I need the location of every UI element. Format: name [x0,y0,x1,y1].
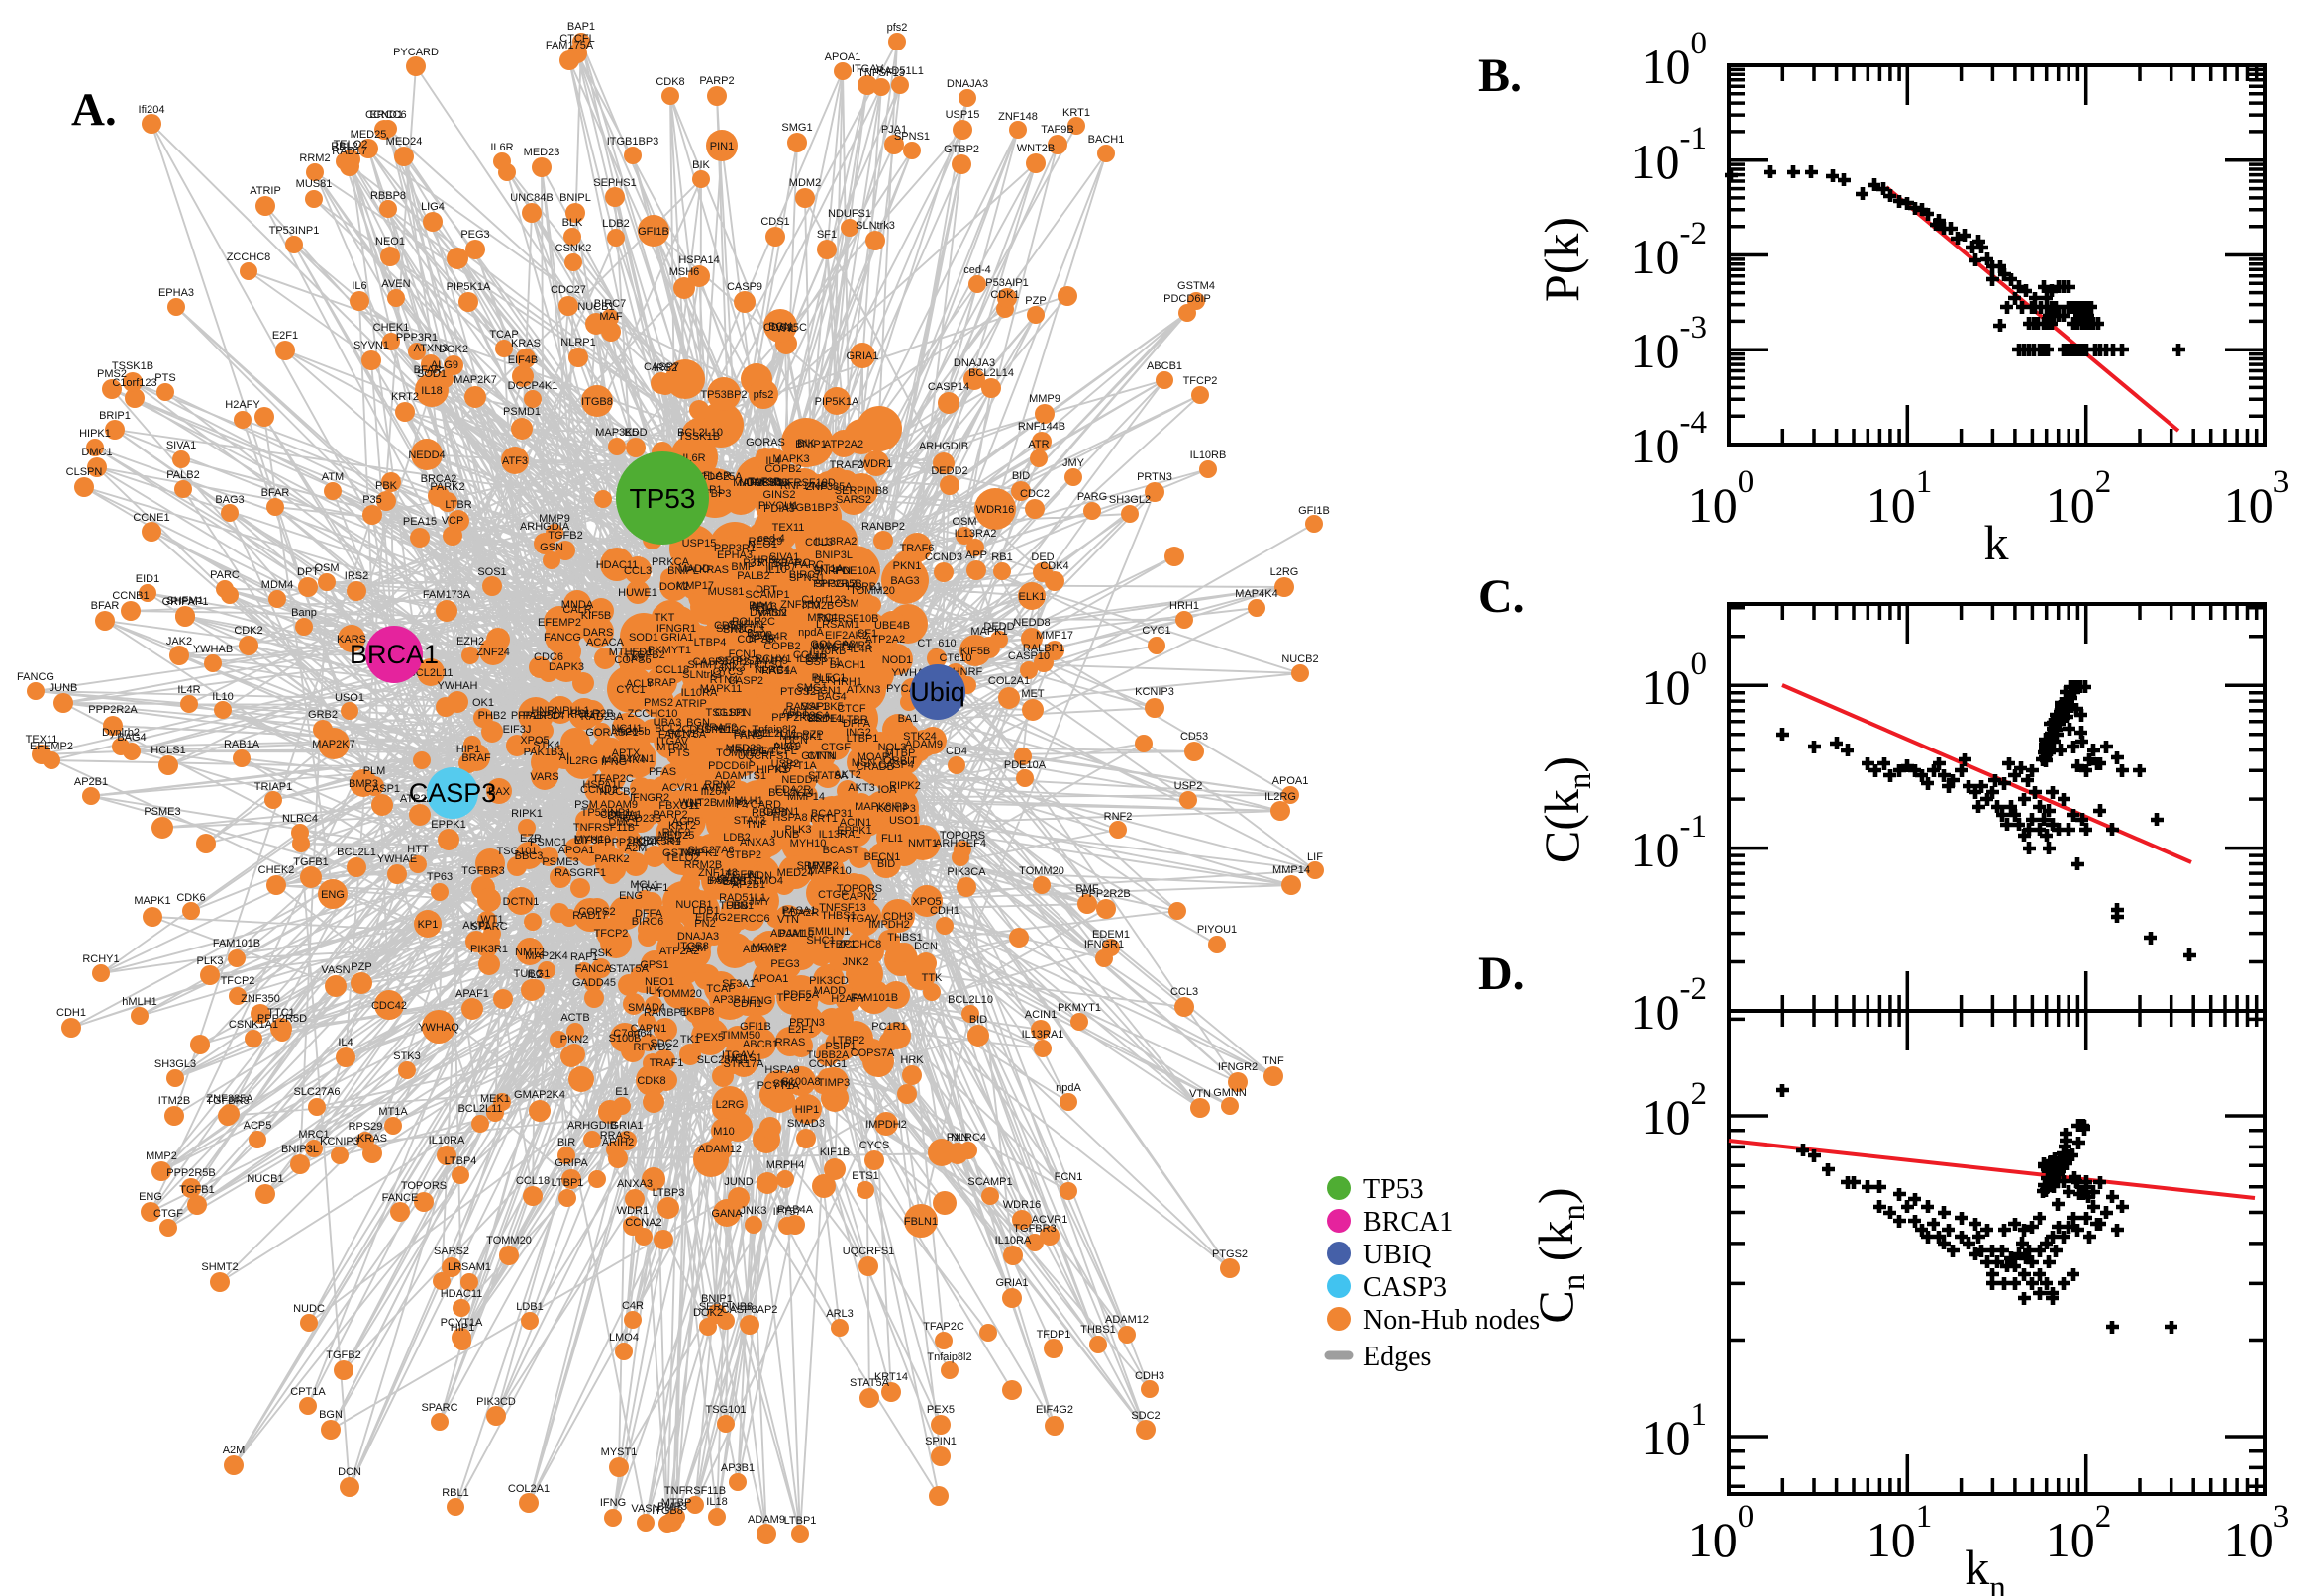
svg-text:kn: kn [1965,1540,2006,1596]
svg-text:k: k [1984,515,2009,570]
svg-text:P(k): P(k) [1534,217,1589,302]
svg-text:103: 103 [2224,464,2290,533]
svg-text:100: 100 [1642,647,1708,715]
svg-text:A.: A. [71,84,117,136]
svg-text:101: 101 [1642,1397,1708,1465]
svg-text:D.: D. [1478,948,1525,1000]
svg-text:10-2: 10-2 [1631,216,1708,284]
svg-text:100: 100 [1688,1499,1755,1567]
svg-text:BRCA1: BRCA1 [1364,1207,1453,1238]
svg-text:TP53: TP53 [1364,1174,1424,1205]
svg-text:10-1: 10-1 [1631,809,1708,877]
svg-text:CASP3: CASP3 [1364,1272,1447,1303]
svg-text:10-4: 10-4 [1631,405,1708,473]
svg-text:Non-Hub nodes: Non-Hub nodes [1364,1305,1540,1336]
svg-text:10-1: 10-1 [1631,121,1708,189]
svg-text:Cn (kn): Cn (kn) [1528,1187,1592,1323]
svg-text:C(kn): C(kn) [1534,756,1598,863]
svg-text:101: 101 [1867,1499,1933,1567]
svg-text:102: 102 [2046,1499,2112,1567]
svg-text:C.: C. [1478,570,1525,623]
svg-text:102: 102 [2046,464,2112,533]
svg-text:B.: B. [1478,50,1522,102]
svg-text:103: 103 [2224,1499,2290,1567]
svg-text:101: 101 [1867,464,1933,533]
svg-text:Edges: Edges [1364,1342,1431,1372]
svg-text:UBIQ: UBIQ [1364,1240,1431,1270]
svg-text:102: 102 [1642,1076,1708,1145]
svg-text:10-3: 10-3 [1631,310,1708,378]
svg-text:100: 100 [1642,26,1708,94]
svg-text:10-2: 10-2 [1631,971,1708,1040]
svg-text:100: 100 [1688,464,1755,533]
